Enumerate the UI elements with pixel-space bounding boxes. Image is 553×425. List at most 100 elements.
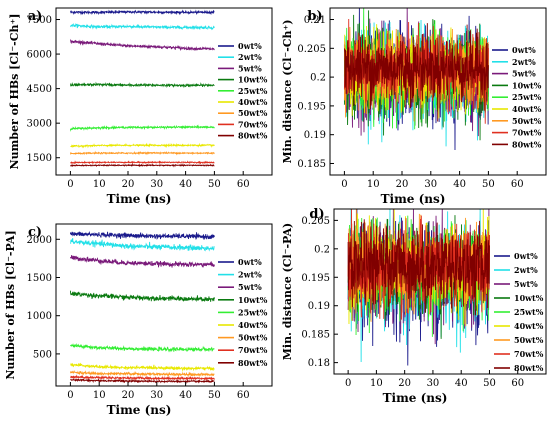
y-tick-label: 0.205 [301, 216, 330, 227]
x-tick-label: 10 [93, 179, 106, 190]
legend-label: 70wt% [238, 345, 268, 355]
x-tick-label: 10 [93, 390, 106, 401]
x-axis-label: Time (ns) [381, 192, 446, 206]
y-tick-label: 0.21 [304, 15, 326, 26]
legend-label: 5wt% [238, 282, 262, 292]
y-tick-label: 0.2 [310, 73, 326, 84]
plot-frame [55, 7, 273, 176]
legend-label: 50wt% [512, 116, 542, 126]
legend-label: 50wt% [238, 333, 268, 343]
legend-label: 0wt% [514, 251, 538, 261]
legend: 0wt%2wt%5wt%10wt%25wt%40wt%50wt%70wt%80w… [494, 251, 544, 373]
panel-label: a) [28, 9, 43, 24]
legend: 0wt%2wt%5wt%10wt%25wt%40wt%50wt%70wt%80w… [218, 257, 268, 368]
legend-label: 40wt% [238, 320, 268, 330]
legend-label: 80wt% [514, 363, 544, 373]
legend-label: 25wt% [514, 307, 544, 317]
x-axis-label: Time (ns) [383, 391, 448, 405]
x-tick-label: 60 [511, 378, 524, 389]
series-line-25wt% [70, 342, 215, 353]
y-tick-label: 1500 [27, 153, 52, 164]
x-tick-label: 30 [424, 179, 437, 190]
series-line-25wt% [69, 124, 215, 132]
series-line-5wt% [69, 255, 215, 268]
legend-label: 25wt% [512, 92, 542, 102]
y-tick-label: 3000 [27, 119, 52, 130]
x-tick-label: 30 [150, 179, 163, 190]
y-tick-label: 1000 [27, 311, 52, 322]
x-tick-label: 0 [341, 179, 347, 190]
legend-label: 5wt% [512, 69, 536, 79]
legend-label: 0wt% [238, 41, 262, 51]
x-tick-label: 20 [122, 179, 135, 190]
series-line-40wt% [70, 362, 215, 372]
legend-label: 0wt% [512, 45, 536, 55]
legend-label: 25wt% [238, 86, 268, 96]
legend-label: 40wt% [238, 97, 268, 107]
x-tick-label: 40 [455, 378, 468, 389]
series-line-80wt% [347, 219, 490, 316]
legend-label: 2wt% [512, 57, 536, 67]
series-line-50wt% [69, 150, 215, 156]
series-line-10wt% [69, 81, 215, 89]
x-tick-label: 40 [179, 390, 192, 401]
x-tick-label: 10 [370, 378, 383, 389]
y-axis-label: Number of HBs [Cl⁻-PA] [4, 230, 17, 379]
x-tick-label: 30 [150, 390, 163, 401]
legend: 0wt% 2wt% 5wt%10wt% 25wt% 40wt% 50wt% 70wt%80w… [492, 45, 542, 149]
series-line-80wt% [70, 162, 215, 168]
legend-label: 5wt% [514, 279, 538, 289]
y-tick-label: 7500 [27, 15, 52, 26]
x-tick-label: 0 [345, 378, 351, 389]
legend-label: 10wt% [512, 80, 542, 90]
x-tick-label: 20 [398, 378, 411, 389]
y-tick-label: 0.195 [301, 273, 330, 284]
y-axis-label: Number of HBs [Cl⁻-Ch⁺] [8, 14, 21, 170]
series-line-5wt% [69, 38, 215, 52]
legend-label: 40wt% [512, 104, 542, 114]
legend-label: 70wt% [514, 349, 544, 359]
y-tick-label: 0.195 [297, 101, 326, 112]
y-tick-label: 0.19 [308, 301, 330, 312]
y-tick-label: 0.19 [304, 130, 326, 141]
series-line-0wt% [69, 9, 215, 16]
plot-frame [333, 208, 547, 375]
y-tick-label: 500 [33, 349, 52, 360]
series-line-80wt% [343, 23, 489, 122]
x-tick-label: 20 [396, 179, 409, 190]
legend-label: 2wt% [238, 270, 262, 280]
y-tick-label: 0.185 [301, 330, 330, 341]
legend-label: 10wt% [238, 75, 268, 85]
legend-label: 25wt% [238, 307, 268, 317]
legend-label: 2wt% [238, 52, 262, 62]
x-tick-label: 50 [208, 390, 221, 401]
series-line-70wt% [70, 374, 215, 382]
x-tick-label: 60 [237, 390, 250, 401]
x-tick-label: 20 [122, 390, 135, 401]
legend-label: 70wt% [238, 119, 268, 129]
series-line-50wt% [69, 369, 215, 377]
legend-label: 70wt% [512, 128, 542, 138]
series-line-10wt% [69, 290, 215, 303]
legend: 0wt%2wt%5wt%10wt%25wt%40wt%50wt%70wt%80w… [218, 41, 268, 141]
x-tick-label: 40 [179, 179, 192, 190]
legend-label: 80wt% [238, 131, 268, 141]
y-tick-label: 0.185 [297, 159, 326, 170]
legend-label: 40wt% [514, 321, 544, 331]
legend-label: 5wt% [238, 63, 262, 73]
x-tick-label: 60 [511, 179, 524, 190]
panel-label: b) [307, 9, 322, 24]
panel-label: c) [28, 225, 42, 240]
panel-label: d) [309, 207, 324, 222]
y-tick-label: 0.205 [297, 44, 326, 55]
legend-label: 80wt% [512, 139, 542, 149]
y-tick-label: 6000 [27, 50, 52, 61]
y-axis-label: Min. distance (Cl⁻-Ch⁺) [281, 19, 294, 163]
series-line-40wt% [70, 142, 215, 149]
series-line-70wt% [70, 160, 215, 165]
x-tick-label: 30 [427, 378, 440, 389]
panel-a: 0 10 20 30 40 50 60 1500 3000 4500 6000 7500 Time (n… [8, 7, 273, 206]
plot-frame [55, 223, 273, 387]
